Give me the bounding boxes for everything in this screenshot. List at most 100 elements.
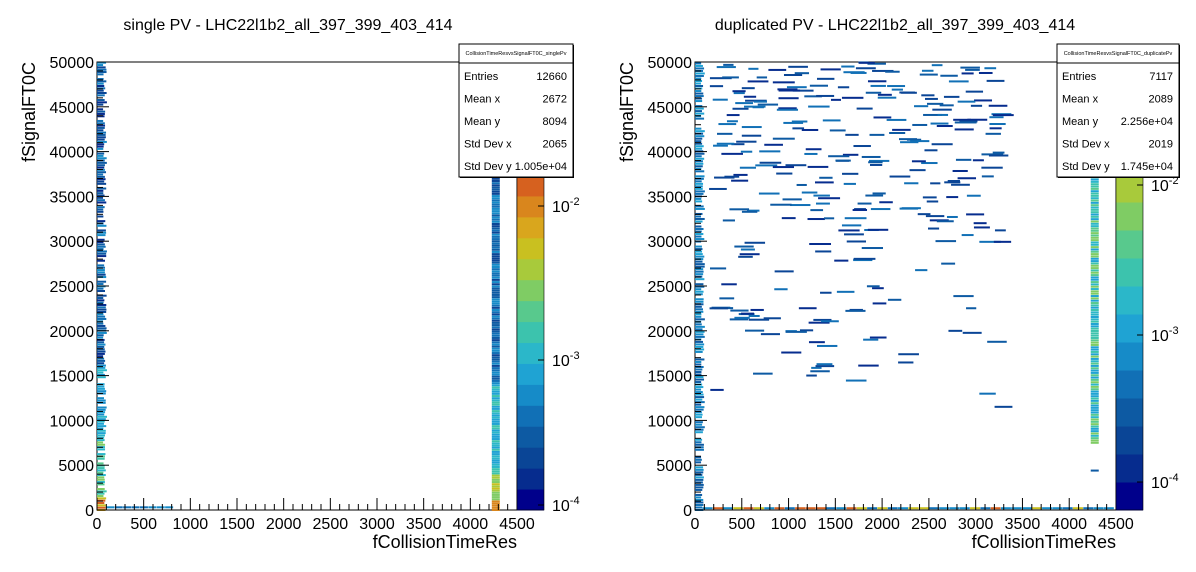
heatmap-cell-scatter bbox=[869, 133, 885, 136]
heatmap-cell-scatter bbox=[981, 153, 1004, 156]
heatmap-cell-left-column bbox=[97, 224, 107, 227]
heatmap-cell-scatter bbox=[988, 154, 1009, 157]
heatmap-cell-right-column bbox=[1090, 192, 1099, 195]
heatmap-cell-left-column bbox=[97, 220, 106, 223]
heatmap-cell-left-column bbox=[97, 348, 105, 351]
heatmap-cell-scatter bbox=[966, 307, 977, 310]
heatmap-cell-left-column bbox=[97, 98, 105, 101]
heatmap-cell-left-column bbox=[695, 245, 702, 248]
heatmap-cell-scatter bbox=[970, 104, 983, 107]
heatmap-cell-scatter bbox=[834, 259, 849, 262]
heatmap-cell-right-column bbox=[1090, 241, 1099, 244]
y-tick-label: 45000 bbox=[648, 100, 693, 117]
heatmap-cell-scatter bbox=[845, 379, 867, 382]
heatmap-cell-bottom-row bbox=[1052, 507, 1063, 510]
heatmap-cell-bottom-row bbox=[949, 507, 960, 510]
heatmap-cell-left-column bbox=[695, 162, 704, 165]
heatmap-cell-scatter bbox=[853, 145, 871, 148]
heatmap-cell-left-column bbox=[695, 82, 702, 85]
heatmap-cell-right-column bbox=[491, 257, 500, 260]
heatmap-cell-left-column bbox=[97, 469, 106, 472]
heatmap-cell-scatter bbox=[924, 97, 938, 100]
heatmap-cell-scatter bbox=[922, 196, 937, 199]
color-scale-tick-label: 10-4 bbox=[552, 495, 580, 515]
heatmap-cell-scatter bbox=[861, 247, 884, 250]
heatmap-cell-left-column bbox=[97, 502, 105, 505]
heatmap-cell-right-column bbox=[1090, 183, 1099, 186]
heatmap-cell-scatter bbox=[921, 162, 938, 165]
heatmap-cell-left-column bbox=[97, 490, 107, 493]
x-tick-label: 2000 bbox=[266, 516, 302, 533]
heatmap-cell-right-column bbox=[1090, 267, 1099, 270]
heatmap-cell-left-column bbox=[97, 334, 104, 337]
heatmap-cell-left-column bbox=[695, 345, 704, 348]
heatmap-cell-left-column bbox=[97, 143, 105, 146]
heatmap-cell-right-column bbox=[1090, 239, 1099, 242]
heatmap-cell-scatter bbox=[914, 105, 929, 108]
heatmap-cell-bottom-row bbox=[1021, 507, 1032, 510]
heatmap-cell-right-column bbox=[491, 220, 500, 223]
heatmap-cell-left-column bbox=[97, 94, 105, 97]
heatmap-cell-left-column bbox=[97, 178, 106, 181]
heatmap-cell-bottom-row bbox=[805, 507, 816, 510]
heatmap-cell-left-column bbox=[695, 278, 705, 281]
heatmap-cell-right-column bbox=[1090, 311, 1099, 314]
heatmap-cell-left-column bbox=[695, 248, 703, 251]
heatmap-cell-right-column bbox=[1090, 362, 1099, 365]
heatmap-cells bbox=[97, 61, 500, 511]
heatmap-cell-left-column bbox=[97, 387, 105, 390]
heatmap-cell-scatter bbox=[740, 150, 753, 153]
heatmap-cell-scatter bbox=[939, 104, 954, 107]
heatmap-cell-scatter bbox=[821, 320, 839, 323]
heatmap-cell-scatter bbox=[799, 329, 814, 332]
heatmap-cell-scatter bbox=[819, 176, 833, 179]
heatmap-cell-left-column bbox=[97, 406, 107, 409]
heatmap-cell-left-column bbox=[97, 157, 107, 160]
heatmap-cell-left-column bbox=[97, 192, 104, 195]
heatmap-cell-right-column bbox=[491, 364, 500, 367]
heatmap-cell-left-column bbox=[695, 318, 705, 321]
heatmap-cell-left-column bbox=[695, 335, 705, 338]
heatmap-cell-left-column bbox=[695, 340, 704, 343]
y-tick-label: 10000 bbox=[648, 413, 693, 430]
heatmap-cell-left-column bbox=[97, 371, 104, 374]
heatmap-cell-left-column bbox=[695, 348, 705, 351]
heatmap-cell-right-column bbox=[1090, 357, 1099, 360]
heatmap-cell-scatter bbox=[921, 94, 935, 97]
heatmap-cell-left-column bbox=[97, 436, 105, 439]
heatmap-cell-left-column bbox=[97, 488, 105, 491]
heatmap-cell-left-column bbox=[695, 411, 702, 414]
heatmap-cell-left-column bbox=[97, 271, 105, 274]
heatmap-cell-scatter bbox=[734, 316, 750, 319]
heatmap-cell-scatter bbox=[889, 175, 911, 178]
heatmap-cell-scatter bbox=[741, 210, 758, 213]
heatmap-cell-left-column bbox=[97, 343, 106, 346]
heatmap-cell-left-column bbox=[97, 390, 107, 393]
heatmap-cell-right-column bbox=[491, 328, 500, 331]
heatmap-cell-left-column bbox=[97, 255, 107, 258]
heatmap-cell-right-column bbox=[1090, 348, 1099, 351]
color-scale-band bbox=[1116, 286, 1143, 315]
heatmap-cell-right-column bbox=[1090, 390, 1099, 393]
heatmap-cell-scatter bbox=[979, 392, 996, 395]
heatmap-cell-left-column bbox=[97, 80, 107, 83]
heatmap-cell-scatter bbox=[891, 88, 903, 91]
heatmap-cell-scatter bbox=[981, 166, 1003, 169]
heatmap-cell-scatter bbox=[758, 192, 780, 195]
heatmap-cell-scatter bbox=[846, 240, 867, 243]
heatmap-cell-right-column bbox=[1090, 248, 1099, 251]
heatmap-cell-scatter bbox=[960, 66, 980, 69]
stats-label: Mean y bbox=[464, 116, 501, 128]
color-scale-tick-label: 10-2 bbox=[552, 196, 580, 216]
color-scale-band bbox=[1116, 454, 1143, 483]
heatmap-cell-right-column bbox=[491, 472, 500, 475]
heatmap-cell-right-column bbox=[1090, 218, 1099, 221]
heatmap-cell-right-column bbox=[1090, 369, 1099, 372]
heatmap-cell-scatter bbox=[868, 161, 883, 164]
heatmap-cell-left-column bbox=[695, 473, 703, 476]
heatmap-cell-right-column bbox=[1090, 255, 1099, 258]
heatmap-cell-left-column bbox=[97, 161, 107, 164]
heatmap-cell-left-column bbox=[695, 117, 705, 120]
heatmap-cell-left-column bbox=[97, 429, 106, 432]
y-tick-label: 35000 bbox=[50, 189, 95, 206]
